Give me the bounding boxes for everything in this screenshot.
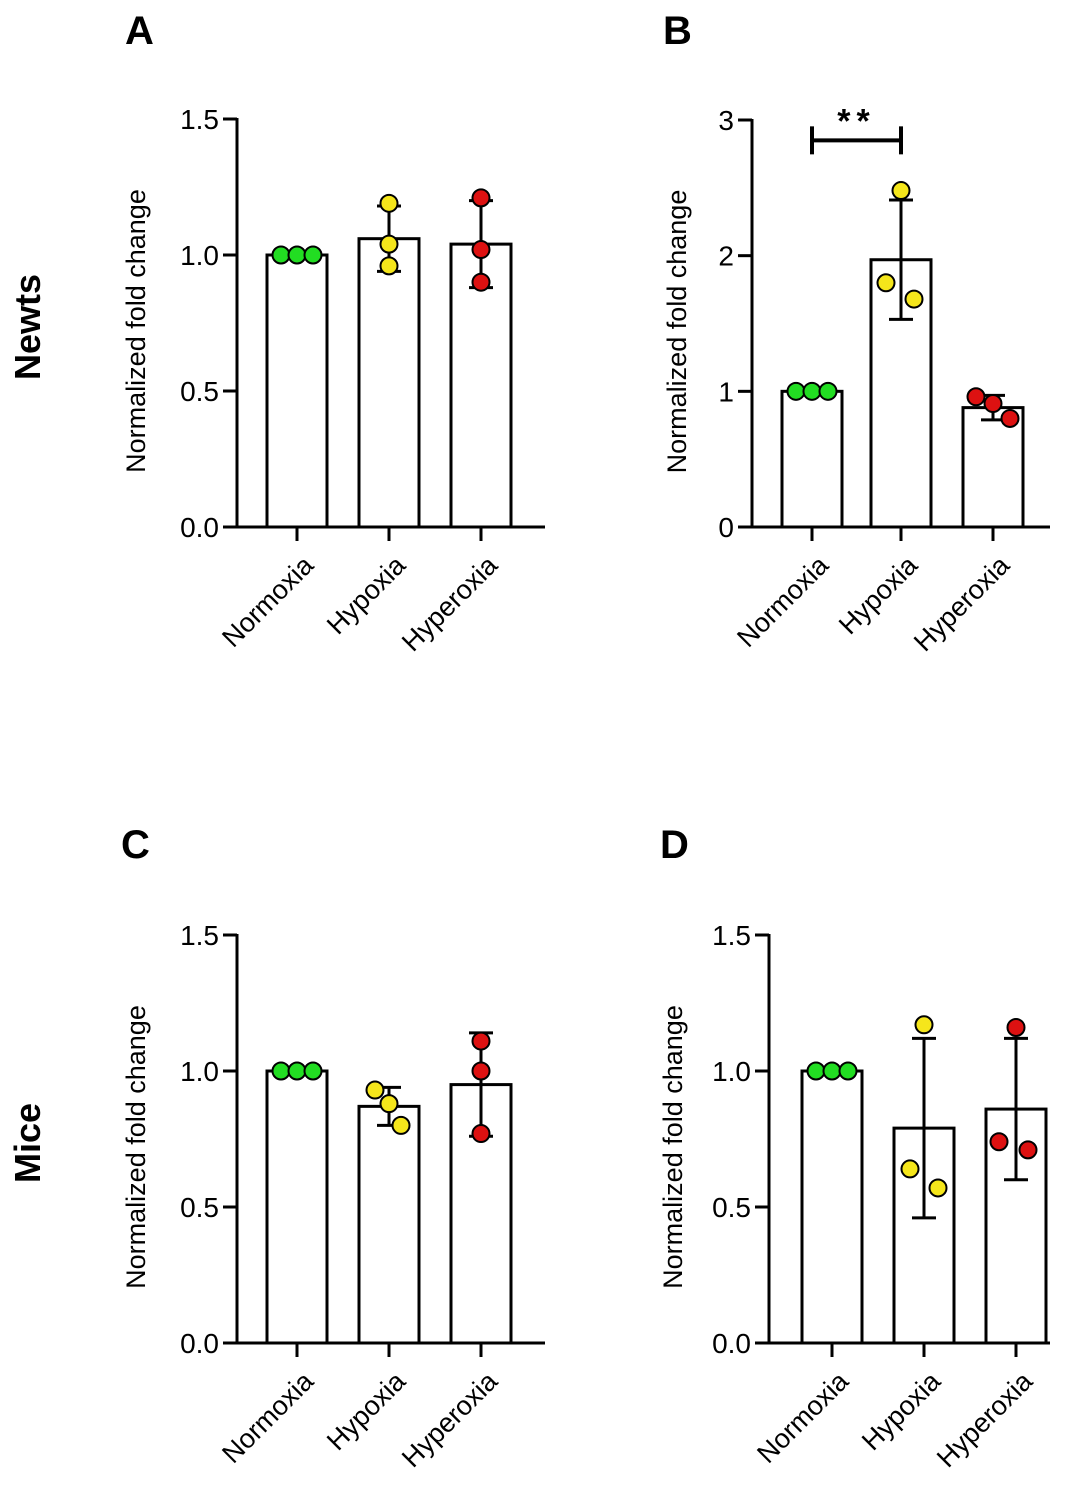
panel-c: C Normalized fold change 0.0 0.5 1.0 1.5 Normo… bbox=[121, 823, 545, 1473]
y-axis-label: Normalized fold change bbox=[662, 190, 692, 474]
bar-normoxia bbox=[265, 1069, 329, 1345]
data-point-hyperoxia bbox=[966, 387, 986, 407]
data-point-hypoxia bbox=[391, 1115, 411, 1135]
data-point-hyperoxia bbox=[471, 1124, 491, 1144]
data-point-hypoxia bbox=[928, 1178, 948, 1198]
x-tick-label-hypoxia: Hypoxia bbox=[856, 1365, 947, 1456]
y-tick-label: 0.0 bbox=[180, 1328, 219, 1359]
data-point-hypoxia bbox=[379, 234, 399, 254]
y-tick-label: 1.5 bbox=[180, 920, 219, 951]
error-bar-hypoxia bbox=[912, 1036, 936, 1220]
x-tick-label-normoxia: Normoxia bbox=[751, 1365, 855, 1469]
data-point-hyperoxia bbox=[471, 240, 491, 260]
x-tick-label-hypoxia: Hypoxia bbox=[321, 549, 412, 640]
panel-label: B bbox=[663, 9, 692, 53]
panel-b: B Normalized fold change 0 1 2 3 NormoxiaHypox… bbox=[662, 9, 1050, 657]
panel-label: A bbox=[125, 9, 154, 53]
y-axis-label: Normalized fold change bbox=[121, 189, 151, 473]
panel-d: D Normalized fold change 0.0 0.5 1.0 1.5 Normo… bbox=[658, 823, 1050, 1473]
x-tick-label-hyperoxia: Hyperoxia bbox=[396, 549, 504, 657]
x-tick-label-hyperoxia: Hyperoxia bbox=[908, 549, 1016, 657]
y-tick-label: 1.5 bbox=[712, 920, 751, 951]
x-tick-label-normoxia: Normoxia bbox=[731, 549, 835, 653]
data-point-hypoxia bbox=[876, 273, 896, 293]
y-tick-label: 1.0 bbox=[180, 240, 219, 271]
data-point-normoxia bbox=[287, 245, 307, 265]
row-label-newts: Newts bbox=[7, 274, 48, 380]
data-point-hyperoxia bbox=[1006, 1017, 1026, 1037]
data-point-hyperoxia bbox=[471, 1061, 491, 1081]
x-tick-label-hyperoxia: Hyperoxia bbox=[931, 1365, 1039, 1473]
data-point-hypoxia bbox=[379, 193, 399, 213]
y-tick-label: 1.0 bbox=[712, 1056, 751, 1087]
data-point-normoxia bbox=[806, 1061, 826, 1081]
bar-hyperoxia bbox=[961, 406, 1025, 529]
data-point-hyperoxia bbox=[471, 272, 491, 292]
data-point-normoxia bbox=[838, 1061, 858, 1081]
data-point-hyperoxia bbox=[471, 1031, 491, 1051]
data-point-normoxia bbox=[802, 381, 822, 401]
data-point-normoxia bbox=[271, 245, 291, 265]
y-tick-label: 3 bbox=[718, 105, 734, 136]
bar-normoxia bbox=[780, 389, 844, 529]
y-tick-label: 0.5 bbox=[712, 1192, 751, 1223]
bar-normoxia bbox=[800, 1069, 864, 1345]
data-point-hypoxia bbox=[379, 256, 399, 276]
x-tick-label-normoxia: Normoxia bbox=[216, 1365, 320, 1469]
data-point-hypoxia bbox=[365, 1080, 385, 1100]
y-tick-label: 0.5 bbox=[180, 376, 219, 407]
panel-label: D bbox=[660, 823, 689, 867]
y-tick-label: 0 bbox=[718, 512, 734, 543]
panel-label: C bbox=[121, 823, 150, 867]
x-tick-label-hyperoxia: Hyperoxia bbox=[396, 1365, 504, 1473]
data-point-hyperoxia bbox=[983, 394, 1003, 414]
row-label-mice: Mice bbox=[7, 1103, 48, 1183]
y-axis-label: Normalized fold change bbox=[121, 1005, 151, 1289]
data-point-normoxia bbox=[287, 1061, 307, 1081]
data-point-normoxia bbox=[303, 1061, 323, 1081]
y-tick-label: 1.5 bbox=[180, 104, 219, 135]
data-point-hypoxia bbox=[904, 289, 924, 309]
y-tick-label: 2 bbox=[718, 241, 734, 272]
data-point-hypoxia bbox=[914, 1015, 934, 1035]
y-tick-label: 1.0 bbox=[180, 1056, 219, 1087]
data-point-hyperoxia bbox=[989, 1132, 1009, 1152]
panels: A Normalized fold change 0.0 0.5 1.0 1.5 Normo… bbox=[121, 9, 1050, 1473]
data-point-normoxia bbox=[303, 245, 323, 265]
data-point-hyperoxia bbox=[1000, 408, 1020, 428]
data-point-hyperoxia bbox=[471, 188, 491, 208]
data-point-hypoxia bbox=[379, 1094, 399, 1114]
x-tick-label-hypoxia: Hypoxia bbox=[833, 549, 924, 640]
data-point-hypoxia bbox=[891, 181, 911, 201]
data-point-normoxia bbox=[786, 381, 806, 401]
data-point-normoxia bbox=[271, 1061, 291, 1081]
panel-a: A Normalized fold change 0.0 0.5 1.0 1.5 Normo… bbox=[121, 9, 545, 657]
data-point-normoxia bbox=[818, 381, 838, 401]
y-tick-label: 0.5 bbox=[180, 1192, 219, 1223]
y-axis-label: Normalized fold change bbox=[658, 1005, 688, 1289]
bar-normoxia bbox=[265, 253, 329, 529]
bar-hypoxia bbox=[357, 1104, 421, 1345]
bar-hypoxia bbox=[357, 237, 421, 529]
significance-bracket: ** bbox=[810, 102, 903, 155]
y-tick-label: 0.0 bbox=[180, 512, 219, 543]
significance-label: ** bbox=[837, 102, 875, 140]
row-labels: Newts Mice bbox=[7, 274, 48, 1183]
y-tick-label: 0.0 bbox=[712, 1328, 751, 1359]
x-tick-label-normoxia: Normoxia bbox=[216, 549, 320, 653]
x-tick-label-hypoxia: Hypoxia bbox=[321, 1365, 412, 1456]
data-point-hyperoxia bbox=[1018, 1140, 1038, 1160]
data-point-hypoxia bbox=[900, 1159, 920, 1179]
data-point-normoxia bbox=[822, 1061, 842, 1081]
error-bar-hyperoxia bbox=[1004, 1036, 1028, 1182]
y-tick-label: 1 bbox=[718, 376, 734, 407]
